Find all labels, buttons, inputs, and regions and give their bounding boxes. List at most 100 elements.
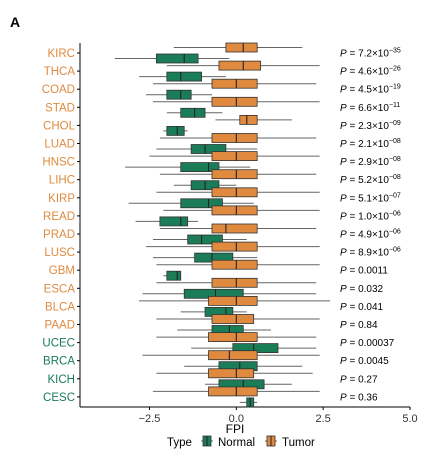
p-value-label: P = 2.3×10−09 [340,120,401,132]
p-value-label: P = 0.84 [340,320,378,331]
category-label: LIHC [49,175,75,187]
x-axis-title: FPI [226,422,245,436]
category-gbm: GBM P = 0.0011 [49,259,388,281]
tumor-box [211,151,258,162]
tumor-box [211,241,258,252]
legend-label: Tumor [282,437,315,449]
legend-item-tumor: Tumor [265,435,315,449]
category-ucec: UCEC P = 0.00037 [42,332,395,354]
category-label: KIRC [48,48,75,60]
normal-box [166,270,182,281]
tumor-box [211,314,255,324]
p-value-label: P = 2.1×10−08 [340,138,401,150]
category-label: UCEC [42,338,75,350]
category-kich: KICH P = 0.27 [48,368,378,390]
legend-label: Normal [218,437,255,449]
p-value-label: P = 4.5×10−19 [340,84,401,96]
category-stad: STAD P = 6.6×10−11 [45,96,400,118]
x-axis: FPI −2.5 0.0 2.5 5.0 [139,407,418,436]
p-value-label: P = 5.2×10−08 [340,174,401,186]
tumor-box [208,386,258,397]
category-label: LUSC [44,247,75,259]
category-label: LUAD [44,139,75,151]
normal-box [166,126,185,136]
category-chol: CHOL P = 2.3×10−09 [43,115,401,136]
normal-box [190,144,227,154]
normal-box [166,71,202,82]
category-brca: BRCA P = 0.0045 [43,350,389,372]
category-label: STAD [45,102,75,114]
p-value-label: P = 0.27 [340,374,378,385]
category-label: GBM [49,265,75,277]
p-value-label: P = 0.0045 [340,356,389,367]
category-label: ESCA [44,283,76,295]
category-label: BRCA [43,356,75,368]
category-label: THCA [44,66,76,78]
category-label: CESC [43,392,75,404]
category-label: CHOL [43,120,76,132]
category-label: COAD [42,84,75,96]
p-value-label: P = 5.1×10−07 [340,192,401,204]
tumor-box [208,295,258,306]
category-lihc: LIHC P = 5.2×10−08 [49,169,401,191]
tumor-box [218,60,262,71]
category-esca: ESCA P = 0.032 [44,277,384,299]
tumor-box [208,332,258,343]
normal-box [156,53,199,64]
tumor-box [239,115,258,125]
tumor-box [208,368,255,379]
p-value-label: P = 1.0×10−06 [340,210,401,222]
category-prad: PRAD P = 4.9×10−06 [43,223,401,245]
category-paad: PAAD P = 0.84 [45,314,378,335]
tumor-box [211,277,258,288]
normal-box [180,162,220,173]
legend: Type Normal Tumor [167,435,315,449]
normal-box [166,89,192,100]
category-read: READ P = 1.0×10−06 [43,205,401,227]
category-luad: LUAD P = 2.1×10−08 [44,133,401,154]
category-label: KICH [48,374,75,386]
tumor-box [211,96,258,107]
category-label: HNSC [42,157,75,169]
plot-area: KIRC P = 7.2×10−35 THCA P = 4.6×10−26 COAD P … [42,42,410,408]
p-value-label: P = 0.032 [340,284,384,295]
normal-box [180,198,223,209]
legend-item-normal: Normal [201,435,255,449]
tumor-box [211,223,258,234]
category-label: PAAD [45,320,75,332]
category-cesc: CESC P = 0.36 [43,386,378,408]
tumor-box [211,133,258,143]
p-value-label: P = 8.9×10−06 [340,247,401,259]
tumor-box [211,78,258,89]
panel-label: A [10,14,20,30]
p-value-label: P = 0.0011 [340,266,388,277]
normal-box [180,107,206,118]
x-tick-label: 0.0 [229,413,244,425]
category-kirp: KIRP P = 5.1×10−07 [48,187,401,209]
tumor-box [208,350,258,361]
category-label: PRAD [43,229,75,241]
tumor-box [211,205,258,216]
p-value-label: P = 0.041 [340,302,384,313]
p-value-label: P = 0.00037 [340,338,395,349]
p-value-label: P = 4.6×10−26 [340,66,401,78]
category-label: BLCA [45,301,75,313]
x-tick-label: −2.5 [139,413,161,425]
category-thca: THCA P = 4.6×10−26 [44,60,401,82]
category-label: READ [43,211,75,223]
p-value-label: P = 6.6×10−11 [340,102,400,114]
p-value-label: P = 7.2×10−35 [340,48,401,60]
category-blca: BLCA P = 0.041 [45,295,384,317]
category-coad: COAD P = 4.5×10−19 [42,78,401,100]
p-value-label: P = 4.9×10−06 [340,229,401,241]
tumor-box [211,187,258,198]
normal-box [159,216,189,227]
tumor-box [211,259,258,270]
tumor-box [211,169,258,180]
p-value-label: P = 0.36 [340,392,378,403]
category-lusc: LUSC P = 8.9×10−06 [44,241,401,263]
x-tick-label: 2.5 [316,413,331,425]
category-hnsc: HNSC P = 2.9×10−08 [42,151,401,173]
x-tick-label: 5.0 [402,413,417,425]
